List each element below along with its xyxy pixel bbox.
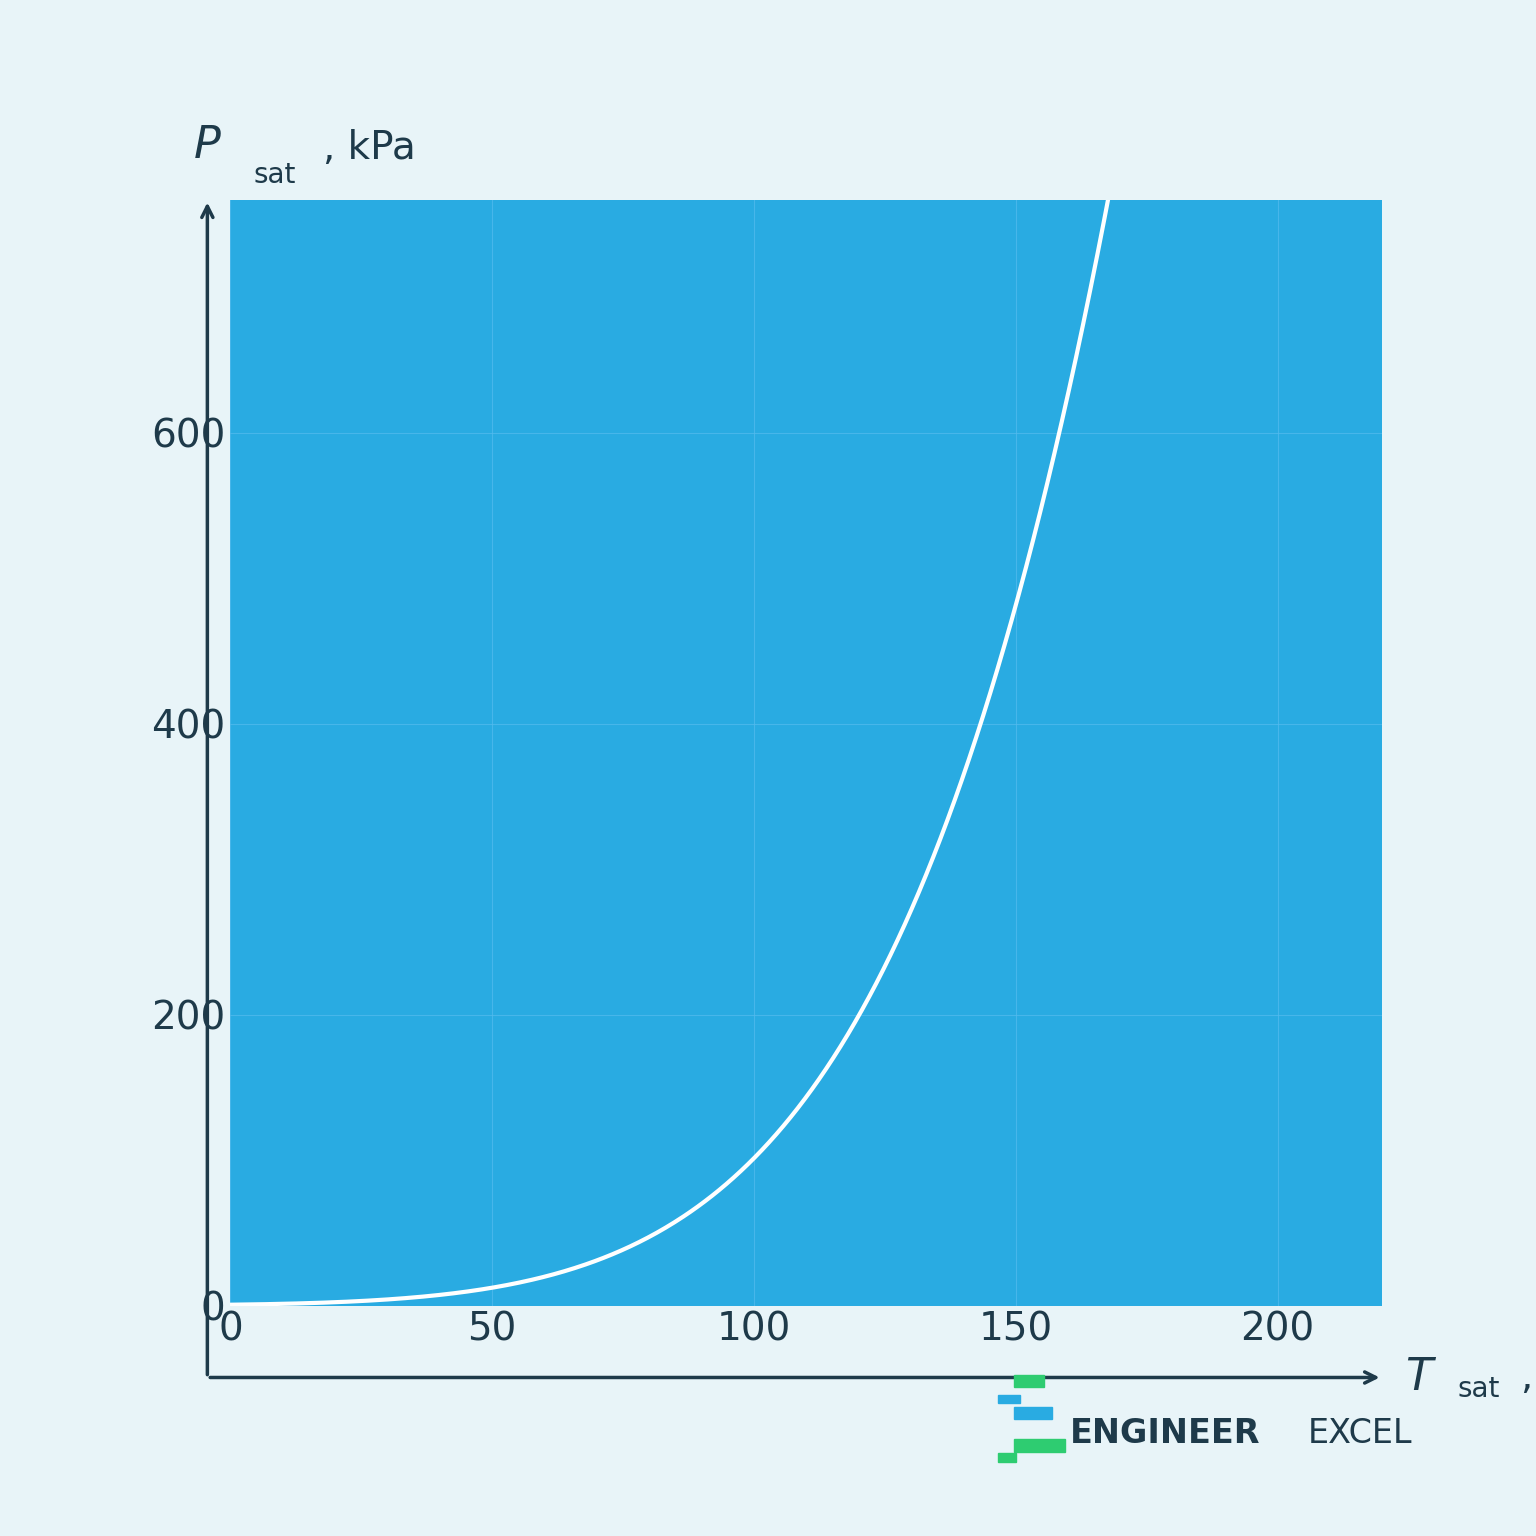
Text: sat: sat [1458,1375,1499,1402]
Bar [1014,1375,1044,1387]
Text: EXCEL: EXCEL [1307,1416,1412,1450]
Text: ENGINEER: ENGINEER [1069,1416,1260,1450]
Text: , kPa: , kPa [323,129,415,166]
Text: $\mathit{P}$: $\mathit{P}$ [194,123,221,166]
Bar [1014,1439,1066,1452]
Bar [998,1395,1020,1404]
Text: , °C: , °C [1521,1358,1536,1396]
Text: $\mathit{T}$: $\mathit{T}$ [1405,1356,1438,1399]
Bar [998,1453,1015,1462]
Text: sat: sat [253,161,296,189]
Bar [1014,1407,1052,1419]
